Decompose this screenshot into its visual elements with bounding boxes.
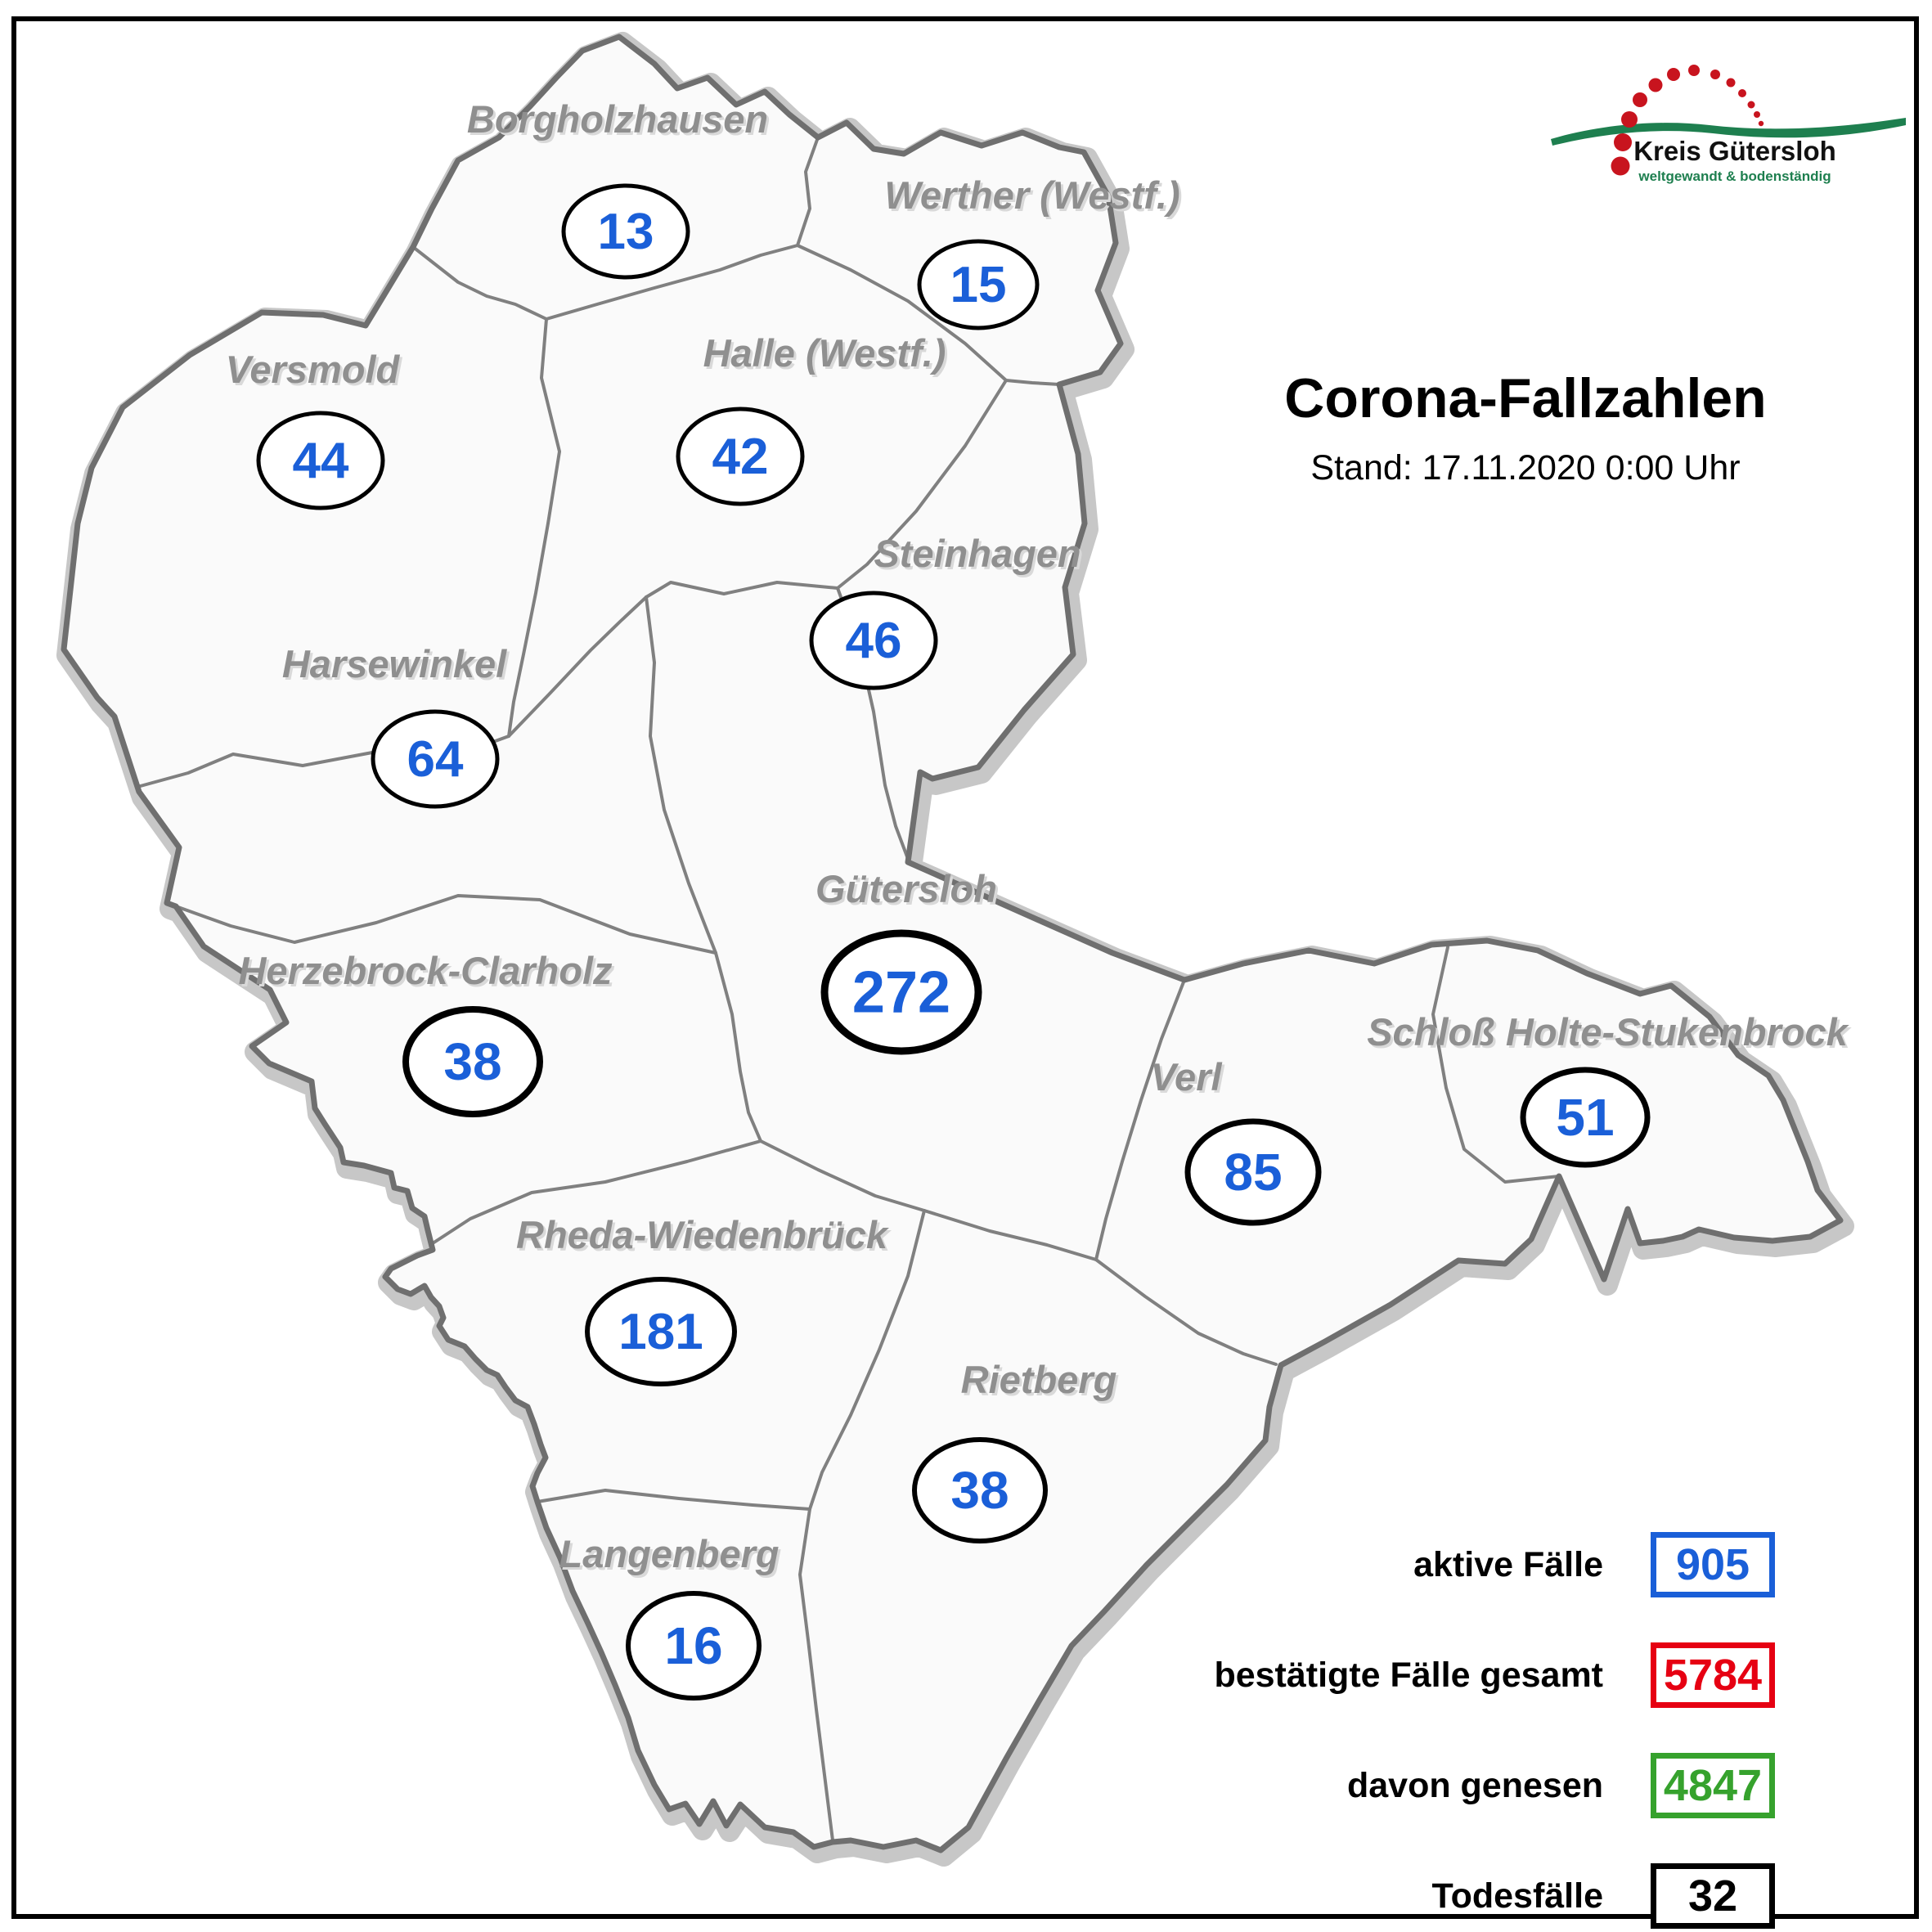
case-count-value: 16 bbox=[664, 1616, 722, 1675]
case-count-value: 38 bbox=[950, 1461, 1009, 1520]
legend-row: bestätigte Fälle gesamt 5784 bbox=[941, 1642, 1775, 1709]
logo-swoosh bbox=[1551, 118, 1906, 146]
case-count-ellipse bbox=[912, 1437, 1048, 1543]
case-count-ellipse bbox=[585, 1277, 737, 1386]
case-count-value: 272 bbox=[852, 959, 950, 1025]
municipality-label: Versmold bbox=[226, 348, 401, 391]
page-subtitle: Stand: 17.11.2020 0:00 Uhr bbox=[1310, 448, 1741, 487]
case-count-value: 42 bbox=[712, 429, 769, 485]
municipality-label-shadow: Borgholzhausen bbox=[470, 100, 771, 143]
municipal-boundary bbox=[836, 379, 1008, 590]
municipality-label-shadow: Halle (Westf.) bbox=[706, 334, 949, 377]
page-title: Corona-Fallzahlen bbox=[1284, 367, 1767, 429]
municipality-label: Schloß Holte-Stukenbrock bbox=[1367, 1010, 1849, 1054]
municipality-label: Halle (Westf.) bbox=[703, 331, 946, 375]
case-count-value: 13 bbox=[598, 204, 654, 260]
municipality-label: Rietberg bbox=[961, 1358, 1117, 1401]
municipality-values: 13 15 44 42 46 64 272 38 85 51 181 38 16 bbox=[256, 183, 1651, 1701]
municipality-label-shadow: Harsewinkel bbox=[285, 645, 510, 688]
municipality-label-shadow: Schloß Holte-Stukenbrock bbox=[1369, 1013, 1852, 1056]
case-count-value: 44 bbox=[293, 433, 349, 489]
municipality-label: Verl bbox=[1150, 1055, 1222, 1099]
legend-label: bestätigte Fälle gesamt bbox=[1214, 1655, 1603, 1695]
municipal-boundary bbox=[431, 1139, 762, 1245]
district-outline bbox=[61, 34, 1844, 1853]
municipality-label-shadow: Gütersloh bbox=[818, 869, 1000, 913]
case-count-ellipse bbox=[820, 929, 982, 1055]
case-count-ellipse bbox=[561, 183, 690, 280]
case-count-value: 51 bbox=[1556, 1088, 1614, 1147]
municipality-label-shadow: Herzebrock-Clarholz bbox=[240, 951, 615, 995]
case-count-ellipse bbox=[1520, 1067, 1651, 1168]
legend-row: aktive Fälle 905 bbox=[941, 1531, 1775, 1598]
municipality-label: Gütersloh bbox=[815, 867, 997, 910]
logo-dot-arc-icon bbox=[1611, 65, 1764, 176]
case-count-value: 181 bbox=[618, 1304, 703, 1360]
case-count-ellipse bbox=[917, 239, 1040, 330]
municipal-boundary bbox=[174, 894, 717, 955]
case-count-ellipse bbox=[402, 1006, 543, 1117]
municipality-label: Langenberg bbox=[559, 1532, 780, 1575]
legend-value-box: 5784 bbox=[1651, 1642, 1775, 1708]
municipality-label: Steinhagen bbox=[874, 532, 1081, 575]
municipal-boundary bbox=[798, 1507, 834, 1842]
municipality-label-shadow: Langenberg bbox=[562, 1534, 782, 1578]
municipality-label-shadow: Steinhagen bbox=[876, 534, 1083, 577]
municipality-label: Herzebrock-Clarholz bbox=[238, 949, 613, 992]
municipal-boundary bbox=[1094, 978, 1186, 1261]
municipality-label: Harsewinkel bbox=[282, 642, 507, 685]
municipal-boundary bbox=[1094, 1258, 1278, 1366]
legend-label: aktive Fälle bbox=[1413, 1544, 1603, 1584]
legend: aktive Fälle 905 bestätigte Fälle gesamt 57… bbox=[941, 1531, 1775, 1932]
municipal-boundary bbox=[796, 136, 820, 247]
municipal-boundary bbox=[645, 581, 839, 599]
municipal-boundary bbox=[507, 595, 648, 738]
municipal-boundary bbox=[714, 951, 762, 1143]
municipal-boundary bbox=[759, 1139, 926, 1212]
case-count-ellipse bbox=[626, 1591, 762, 1701]
municipality-label-shadow: Rheda-Wiedenbrück bbox=[519, 1215, 892, 1259]
municipal-boundary bbox=[923, 1209, 1098, 1261]
legend-value-box: 32 bbox=[1651, 1863, 1775, 1929]
municipal-boundary bbox=[645, 595, 717, 955]
case-count-value: 85 bbox=[1224, 1143, 1282, 1202]
case-count-ellipse bbox=[676, 407, 805, 506]
legend-label: davon genesen bbox=[1346, 1765, 1603, 1805]
case-count-value: 64 bbox=[407, 731, 464, 788]
municipal-boundary bbox=[536, 1489, 811, 1511]
case-count-ellipse bbox=[256, 411, 385, 510]
municipality-label: Rheda-Wiedenbrück bbox=[516, 1213, 890, 1256]
municipal-boundary bbox=[545, 244, 799, 321]
case-count-value: 38 bbox=[443, 1032, 501, 1091]
case-count-ellipse bbox=[809, 591, 938, 690]
municipality-label-shadow: Rietberg bbox=[964, 1360, 1120, 1404]
legend-value-box: 905 bbox=[1651, 1532, 1775, 1597]
legend-value-box: 4847 bbox=[1651, 1753, 1775, 1818]
municipal-boundary bbox=[796, 244, 1061, 386]
municipal-boundary bbox=[507, 317, 561, 738]
municipality-label: Werther (Westf.) bbox=[884, 173, 1179, 217]
municipality-label-shadow: Verl bbox=[1152, 1058, 1224, 1101]
case-count-ellipse bbox=[1184, 1118, 1322, 1226]
logo-tagline: weltgewandt & bodenständig bbox=[1638, 168, 1831, 184]
kreis-guetersloh-logo: Kreis Gütersloh weltgewandt & bodenständ… bbox=[1536, 47, 1911, 211]
logo-graphic-icon bbox=[1551, 65, 1906, 176]
legend-row: Todesfälle 32 bbox=[941, 1862, 1775, 1930]
legend-row: davon genesen 4847 bbox=[941, 1752, 1775, 1819]
municipal-boundary bbox=[411, 245, 548, 321]
case-count-value: 15 bbox=[950, 257, 1007, 313]
municipal-boundary bbox=[808, 1209, 926, 1511]
municipality-label-shadow: Werther (Westf.) bbox=[887, 176, 1182, 219]
municipality-label-shadow: Versmold bbox=[228, 350, 403, 393]
legend-label: Todesfälle bbox=[1431, 1876, 1603, 1916]
logo-name: Kreis Gütersloh bbox=[1633, 136, 1836, 166]
municipality-label: Borgholzhausen bbox=[467, 97, 768, 141]
case-count-value: 46 bbox=[846, 613, 902, 669]
case-count-ellipse bbox=[371, 709, 500, 809]
page-border-frame bbox=[11, 16, 1919, 1919]
